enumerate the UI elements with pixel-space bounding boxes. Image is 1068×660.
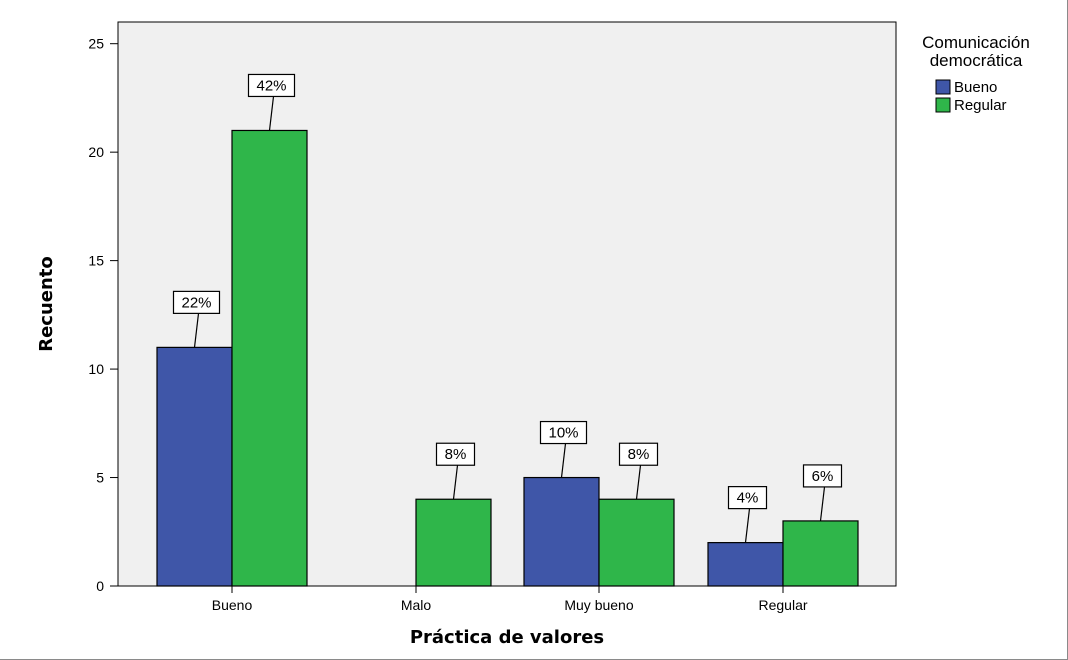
- data-label: 4%: [737, 490, 759, 507]
- data-label: 42%: [256, 77, 286, 94]
- y-axis-title: Recuento: [36, 256, 57, 352]
- x-tick-label: Malo: [401, 597, 432, 613]
- data-label-leader: [744, 508, 751, 543]
- bar-bueno: [523, 476, 600, 587]
- data-label: 8%: [445, 446, 467, 463]
- y-tick-label: 25: [88, 36, 104, 52]
- data-label-box: [247, 73, 296, 98]
- legend-swatch: [935, 97, 951, 113]
- data-labels: 22% 10% 4% 42% 8% 8% 6%: [172, 73, 843, 543]
- y-tick-label: 0: [96, 578, 104, 594]
- data-label-box: [172, 290, 221, 314]
- bar-regular: [415, 498, 492, 587]
- data-label-leader: [819, 486, 826, 521]
- bar-regular: [231, 129, 308, 587]
- y-tick-label: 15: [88, 253, 104, 269]
- bar-bueno: [707, 542, 784, 587]
- data-label-leader: [452, 465, 459, 500]
- y-tick-label: 20: [88, 144, 104, 160]
- x-axis-title: Práctica de valores: [410, 627, 604, 648]
- bars: [156, 129, 859, 587]
- data-label-leader: [268, 96, 275, 131]
- data-label-leader: [193, 313, 200, 348]
- y-tick-label: 5: [96, 470, 104, 486]
- legend-label: Regular: [954, 97, 1007, 114]
- legend-swatch: [935, 79, 951, 95]
- data-label-leader: [560, 443, 567, 478]
- legend-label: Bueno: [954, 79, 997, 96]
- x-tick-label: Muy bueno: [564, 597, 633, 613]
- legend-title-line-1: Comunicación: [922, 33, 1030, 52]
- data-label: 8%: [628, 446, 650, 463]
- data-label-leader: [635, 465, 642, 500]
- legend-title-line-2: democrática: [930, 51, 1023, 70]
- data-label-box: [435, 442, 476, 466]
- bar-regular: [782, 520, 859, 587]
- data-label: 22%: [181, 294, 211, 311]
- data-label-box: [727, 486, 768, 510]
- data-label: 6%: [812, 468, 834, 485]
- x-tick-label: Bueno: [212, 597, 253, 613]
- x-tick-label: Regular: [758, 597, 807, 613]
- data-label-box: [802, 464, 843, 488]
- data-label-box: [539, 420, 588, 445]
- data-label: 10%: [548, 425, 578, 442]
- axes: 0 5 10 15 20 25 Bueno Malo Muy bueno Regular: [88, 36, 807, 613]
- y-tick-label: 10: [88, 361, 104, 377]
- bar-bueno: [156, 346, 233, 587]
- data-label-box: [618, 442, 659, 466]
- bar-regular: [598, 498, 675, 587]
